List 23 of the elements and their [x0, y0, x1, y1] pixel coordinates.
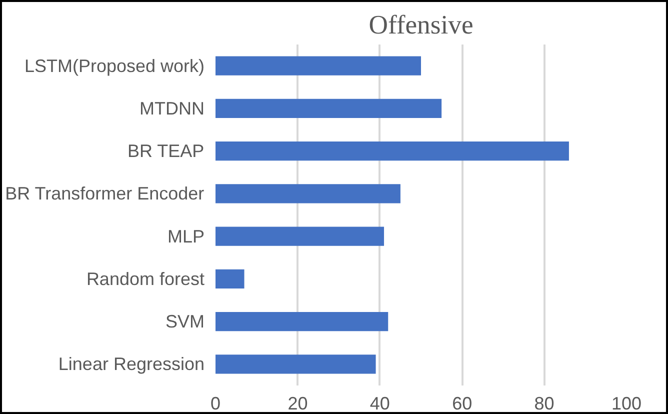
y-tick-label: BR Transformer Encoder	[5, 184, 204, 204]
y-tick-label: MTDNN	[140, 98, 205, 118]
bar	[216, 312, 388, 332]
x-tick-label: 60	[452, 394, 472, 414]
chart-title: Offensive	[368, 10, 474, 40]
bar	[216, 226, 384, 246]
bar	[216, 269, 244, 289]
x-tick-label: 100	[611, 394, 642, 414]
x-tick-label: 80	[534, 394, 554, 414]
bar	[216, 184, 400, 204]
y-tick-label: SVM	[165, 312, 205, 332]
x-tick-label: 20	[288, 394, 308, 414]
x-tick-label: 0	[210, 394, 221, 414]
bar	[216, 354, 376, 374]
y-tick-label: MLP	[167, 226, 205, 246]
y-tick-label: BR TEAP	[127, 141, 204, 162]
y-tick-label: LSTM(Proposed work)	[24, 56, 205, 76]
x-tick-label: 40	[370, 394, 390, 414]
bar	[216, 56, 421, 76]
bar	[216, 141, 569, 161]
y-tick-label: Linear Regression	[58, 354, 205, 374]
bar	[216, 98, 442, 118]
y-tick-label: Random forest	[86, 268, 205, 289]
